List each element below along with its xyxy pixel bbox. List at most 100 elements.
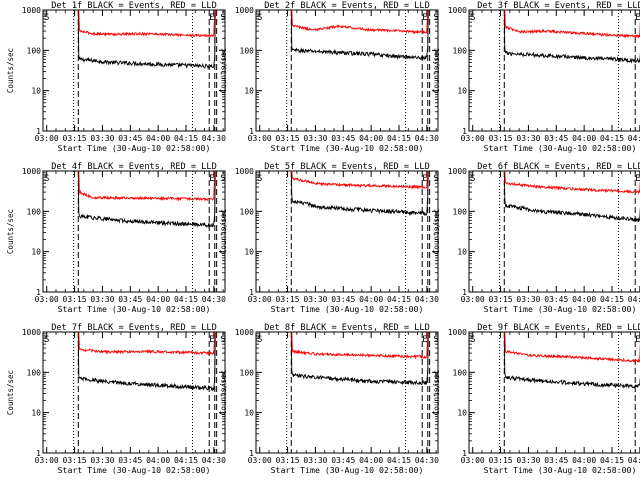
events-series-line — [503, 10, 640, 64]
end-marker-label: E — [209, 13, 214, 23]
plot-frame — [255, 170, 439, 293]
y-tick-label: 1 — [462, 127, 467, 136]
y-tick-label: 1 — [249, 127, 254, 136]
y-tick-label: 100 — [240, 207, 255, 216]
start-marker-label: S — [44, 335, 49, 345]
x-tick-label: 03:15 — [63, 134, 87, 143]
plot-frame — [42, 170, 226, 293]
start-marker-label: S — [470, 174, 475, 184]
events-series-line — [290, 332, 429, 386]
start-marker-label: S — [470, 335, 475, 345]
x-tick-label: 04:30 — [628, 456, 640, 465]
y-tick-label: 10 — [457, 409, 467, 418]
chart-panel-2: Det 2f BLACK = Events, RED = LLD 1 10 100 10… — [219, 1, 439, 153]
chart-title: Det 4f BLACK = Events, RED = LLD — [51, 162, 217, 172]
plot-frame — [468, 9, 640, 132]
chart-panel-9: Det 9f BLACK = Events, RED = LLD 1 10 100 10… — [432, 323, 640, 475]
x-tick-label: 04:00 — [359, 456, 383, 465]
x-tick-label: 03:30 — [90, 134, 114, 143]
y-tick-label: 1000 — [448, 167, 467, 176]
plot-frame — [42, 331, 226, 454]
y-tick-label: 100 — [27, 46, 42, 55]
x-axis-label: Start Time (30-Aug-10 02:58:00) — [58, 143, 211, 153]
start-marker-label: S — [257, 174, 262, 184]
events-series-line — [503, 332, 640, 390]
chart-title: Det 9f BLACK = Events, RED = LLD — [477, 323, 640, 333]
start-marker-label-right: S — [433, 13, 438, 23]
y-tick-label: 10 — [31, 248, 41, 257]
x-tick-label: 03:30 — [516, 134, 540, 143]
lld-series-line — [504, 332, 640, 363]
x-tick-label: 04:00 — [359, 295, 383, 304]
plot-frame — [255, 331, 439, 454]
y-axis-label: Counts/sec — [219, 370, 228, 415]
y-tick-label: 100 — [27, 368, 42, 377]
start-marker-label: S — [44, 174, 49, 184]
chart-title: Det 3f BLACK = Events, RED = LLD — [477, 1, 640, 11]
x-tick-label: 03:00 — [35, 456, 59, 465]
chart-panel-3: Det 3f BLACK = Events, RED = LLD 1 10 100 10… — [432, 1, 640, 153]
events-series-line — [77, 10, 216, 70]
end-marker-label: E — [635, 174, 640, 184]
x-tick-label: 04:15 — [174, 134, 198, 143]
x-tick-label: 03:30 — [90, 295, 114, 304]
lld-series-line — [291, 332, 429, 360]
x-tick-label: 03:15 — [63, 295, 87, 304]
x-tick-label: 03:15 — [489, 295, 513, 304]
x-tick-label: 04:00 — [146, 295, 170, 304]
y-axis-label: Counts/sec — [432, 48, 441, 93]
x-tick-label: 04:15 — [600, 456, 624, 465]
y-axis-label: Counts/sec — [6, 370, 15, 415]
x-tick-label: 03:15 — [489, 456, 513, 465]
x-axis-label: Start Time (30-Aug-10 02:58:00) — [271, 304, 424, 314]
y-tick-label: 1 — [462, 288, 467, 297]
x-tick-label: 03:30 — [303, 134, 327, 143]
y-tick-label: 1 — [36, 288, 41, 297]
lld-series-line — [78, 332, 216, 356]
lld-series-line — [291, 10, 429, 35]
plot-frame — [42, 9, 226, 132]
y-tick-label: 10 — [457, 248, 467, 257]
end-marker-label: E — [422, 335, 427, 345]
x-tick-label: 03:45 — [331, 295, 355, 304]
x-tick-label: 03:45 — [544, 295, 568, 304]
y-tick-label: 1000 — [22, 167, 41, 176]
x-tick-label: 04:15 — [387, 295, 411, 304]
y-axis-label: Counts/sec — [219, 48, 228, 93]
x-tick-label: 04:00 — [359, 134, 383, 143]
y-axis-label: Counts/sec — [6, 48, 15, 93]
y-tick-label: 1000 — [235, 328, 254, 337]
start-marker-label-right: S — [220, 13, 225, 23]
plot-frame — [468, 170, 640, 293]
end-marker-label: E — [635, 335, 640, 345]
y-tick-label: 1000 — [448, 328, 467, 337]
y-tick-label: 1000 — [235, 167, 254, 176]
chart-panel-1: Det 1f BLACK = Events, RED = LLD 1 10 100 10… — [6, 1, 226, 153]
chart-title: Det 2f BLACK = Events, RED = LLD — [264, 1, 430, 11]
x-tick-label: 03:00 — [35, 134, 59, 143]
x-tick-label: 03:00 — [248, 134, 272, 143]
y-axis-label: Counts/sec — [6, 209, 15, 254]
chart-title: Det 7f BLACK = Events, RED = LLD — [51, 323, 217, 333]
x-tick-label: 03:15 — [276, 134, 300, 143]
y-tick-label: 100 — [453, 207, 468, 216]
x-tick-label: 04:00 — [146, 456, 170, 465]
x-tick-label: 04:00 — [572, 134, 596, 143]
end-marker-label: E — [209, 174, 214, 184]
y-tick-label: 10 — [244, 248, 254, 257]
x-tick-label: 04:30 — [202, 295, 226, 304]
x-axis-label: Start Time (30-Aug-10 02:58:00) — [484, 304, 637, 314]
x-axis-label: Start Time (30-Aug-10 02:58:00) — [58, 465, 211, 475]
x-tick-label: 03:00 — [248, 456, 272, 465]
y-tick-label: 1 — [249, 449, 254, 458]
x-axis-label: Start Time (30-Aug-10 02:58:00) — [271, 465, 424, 475]
chart-panel-7: Det 7f BLACK = Events, RED = LLD 1 10 100 10… — [6, 323, 226, 475]
x-tick-label: 03:45 — [331, 456, 355, 465]
x-tick-label: 04:30 — [415, 134, 439, 143]
y-axis-label: Counts/sec — [219, 209, 228, 254]
chart-panel-6: Det 6f BLACK = Events, RED = LLD 1 10 100 10… — [432, 162, 640, 314]
start-marker-label: S — [470, 13, 475, 23]
x-tick-label: 04:15 — [174, 295, 198, 304]
x-tick-label: 04:00 — [572, 456, 596, 465]
